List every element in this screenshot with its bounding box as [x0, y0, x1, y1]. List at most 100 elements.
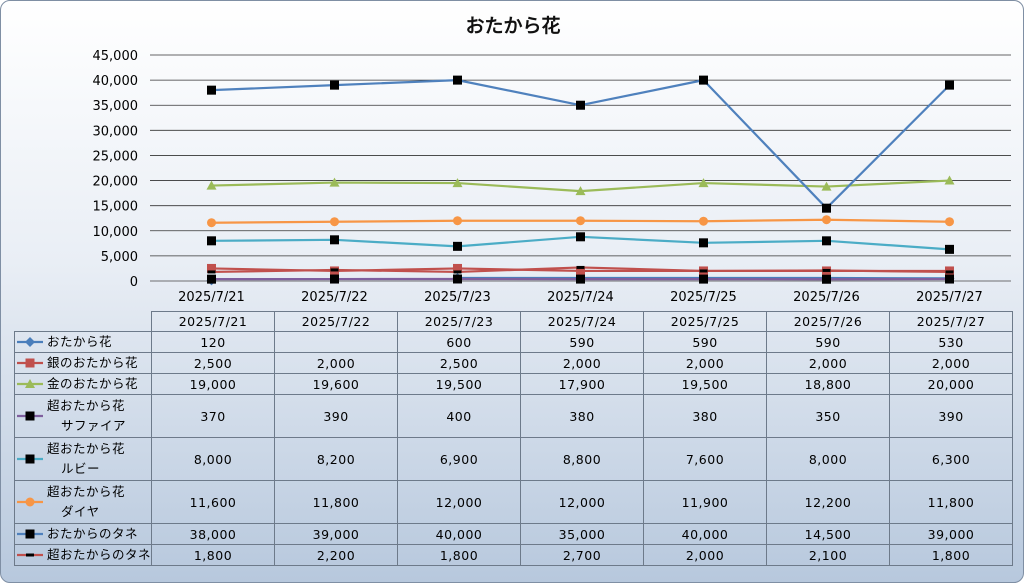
data-point — [576, 216, 585, 226]
series-おたからのタネ — [207, 75, 954, 213]
table-cell: 40,000 — [397, 523, 522, 545]
table-cell: 600 — [397, 331, 522, 353]
table-row: 銀のおたから花 2,500 2,000 2,500 2,000 2,000 2,000 2,0… — [13, 352, 1014, 374]
data-point — [699, 238, 708, 248]
series-name-line: 金のおたから花 — [47, 376, 139, 391]
legend-key-icon — [17, 358, 43, 368]
plot-area: 0 5,000 10,000 15,000 20,000 25,000 30,000 35,0… — [93, 49, 1011, 305]
series-name: おたからのタネ — [47, 524, 138, 544]
y-tick-label: 0 — [130, 275, 138, 290]
x-tick-label: 2025/7/23 — [424, 290, 491, 305]
data-point — [576, 266, 585, 276]
series-name: おたから花 — [47, 332, 112, 352]
table-cell: 8,000 — [766, 437, 891, 481]
legend-key-icon — [17, 454, 43, 464]
data-point — [575, 186, 586, 196]
data-point — [207, 236, 216, 246]
table-cell: 18,800 — [766, 373, 891, 395]
legend-key-icon — [17, 497, 43, 507]
series-name-line: ダイヤ — [61, 504, 100, 519]
table-cell: 1,800 — [397, 544, 522, 566]
series-name: 超おたから花 ルビー — [47, 439, 125, 479]
table-cell: 2,500 — [151, 352, 276, 374]
table-cell: 2,100 — [766, 544, 891, 566]
series-name-line: ルビー — [61, 461, 101, 476]
y-tick-label: 15,000 — [93, 200, 139, 215]
legend-entry: おたから花 — [13, 331, 153, 353]
legend-key-marker — [25, 454, 35, 464]
series-超おたから花 ルビー — [207, 232, 954, 254]
data-point — [945, 80, 954, 90]
table-cell: 380 — [520, 394, 645, 438]
table-cell: 120 — [151, 331, 276, 353]
legend-key-icon — [17, 553, 43, 557]
table-column-header: 2025/7/26 — [766, 311, 891, 332]
table-row: 超おたから花 ダイヤ 11,600 11,800 12,000 12,000 11,900 1… — [13, 480, 1014, 524]
legend-key-marker — [25, 379, 35, 388]
table-cell: 2,000 — [889, 352, 1014, 374]
table-cell: 590 — [520, 331, 645, 353]
series-name-line: おたからのタネ — [47, 526, 139, 541]
data-point — [944, 175, 955, 185]
table-cell: 38,000 — [151, 523, 276, 545]
data-point — [330, 274, 339, 284]
table-cell: 8,200 — [274, 437, 399, 481]
table-column-header: 2025/7/25 — [643, 311, 768, 332]
legend-entry: 銀のおたから花 — [13, 352, 153, 374]
table-cell: 12,200 — [766, 480, 891, 524]
data-point — [699, 75, 708, 85]
table-row: おたからのタネ 38,000 39,000 40,000 35,000 40,000 14,… — [13, 523, 1014, 545]
series-超おたから花 サファイア — [207, 274, 954, 284]
table-column-header: 2025/7/23 — [397, 311, 522, 332]
x-tick-label: 2025/7/27 — [916, 290, 983, 305]
table-cell: 2,700 — [520, 544, 645, 566]
legend-entry: 金のおたから花 — [13, 373, 153, 395]
series-金のおたから花 — [206, 175, 955, 196]
x-tick-label: 2025/7/24 — [547, 290, 614, 305]
data-point — [576, 100, 585, 110]
legend-key-icon — [17, 337, 43, 347]
y-tick-label: 20,000 — [93, 175, 139, 190]
x-tick-label: 2025/7/25 — [670, 290, 737, 305]
data-point — [453, 270, 462, 274]
data-point — [699, 269, 708, 273]
data-point — [945, 244, 954, 254]
legend-key-icon — [17, 529, 43, 539]
data-point — [453, 75, 462, 85]
data-point — [945, 217, 954, 227]
table-column-header: 2025/7/22 — [274, 311, 399, 332]
y-tick-label: 5,000 — [101, 250, 138, 265]
data-point — [576, 274, 585, 284]
data-point — [329, 177, 340, 187]
table-cell: 2,000 — [520, 352, 645, 374]
data-point — [330, 235, 339, 245]
table-cell: 6,300 — [889, 437, 1014, 481]
y-tick-label: 30,000 — [93, 124, 139, 139]
legend-entry: 超おたから花 サファイア — [13, 394, 153, 438]
series-name-line: 超おたから花 — [47, 484, 126, 499]
table-cell: 370 — [151, 394, 276, 438]
table-cell: 7,600 — [643, 437, 768, 481]
table-row: おたから花 120 600 590 590 590 530 — [13, 331, 1014, 353]
table-cell: 380 — [643, 394, 768, 438]
data-point — [453, 216, 462, 226]
series-name-line: サファイア — [61, 418, 127, 433]
y-tick-label: 40,000 — [93, 74, 139, 89]
legend-key-marker — [26, 553, 34, 557]
data-point — [945, 274, 954, 284]
legend-key-icon — [17, 379, 43, 388]
legend-key-icon — [17, 411, 43, 421]
table-column-header: 2025/7/27 — [889, 311, 1014, 332]
table-cell: 2,000 — [643, 544, 768, 566]
chart-title: おたから花 — [465, 15, 561, 37]
table-cell: 39,000 — [889, 523, 1014, 545]
series-name: 超おたから花 サファイア — [47, 396, 126, 436]
table-row: 超おたから花 サファイア 370 390 400 380 380 350 390 — [13, 394, 1014, 438]
table-cell: 19,000 — [151, 373, 276, 395]
table-cell: 11,900 — [643, 480, 768, 524]
table-cell: 20,000 — [889, 373, 1014, 395]
data-point — [945, 270, 954, 274]
table-cell: 39,000 — [274, 523, 399, 545]
data-point — [330, 217, 339, 227]
